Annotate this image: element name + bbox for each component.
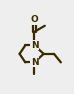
Text: N: N bbox=[31, 41, 38, 50]
Text: O: O bbox=[31, 15, 38, 24]
Text: N: N bbox=[31, 58, 38, 67]
